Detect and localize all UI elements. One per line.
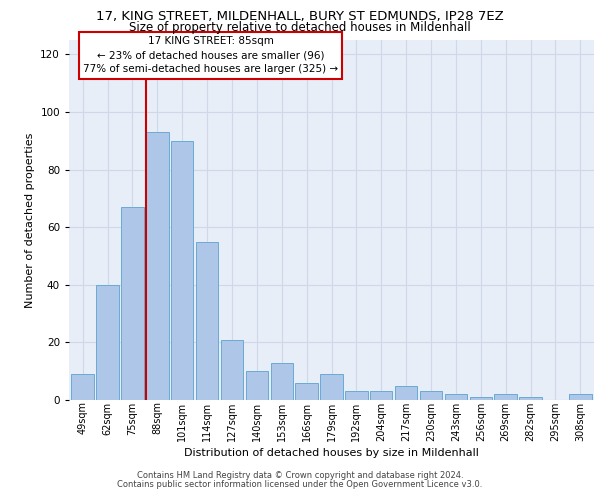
Bar: [121, 207, 143, 400]
Bar: [470, 397, 492, 400]
Bar: [97, 285, 119, 400]
Bar: [221, 340, 243, 400]
Bar: [569, 394, 592, 400]
Bar: [445, 394, 467, 400]
Bar: [345, 392, 368, 400]
X-axis label: Distribution of detached houses by size in Mildenhall: Distribution of detached houses by size …: [184, 448, 479, 458]
Bar: [245, 371, 268, 400]
Text: 17, KING STREET, MILDENHALL, BURY ST EDMUNDS, IP28 7EZ: 17, KING STREET, MILDENHALL, BURY ST EDM…: [96, 10, 504, 23]
Text: Contains HM Land Registry data © Crown copyright and database right 2024.: Contains HM Land Registry data © Crown c…: [137, 471, 463, 480]
Text: 17 KING STREET: 85sqm
← 23% of detached houses are smaller (96)
77% of semi-deta: 17 KING STREET: 85sqm ← 23% of detached …: [83, 36, 338, 74]
Bar: [320, 374, 343, 400]
Bar: [494, 394, 517, 400]
Bar: [370, 392, 392, 400]
Bar: [71, 374, 94, 400]
Bar: [420, 392, 442, 400]
Bar: [171, 141, 193, 400]
Y-axis label: Number of detached properties: Number of detached properties: [25, 132, 35, 308]
Text: Size of property relative to detached houses in Mildenhall: Size of property relative to detached ho…: [129, 21, 471, 34]
Bar: [520, 397, 542, 400]
Bar: [395, 386, 418, 400]
Bar: [271, 362, 293, 400]
Bar: [146, 132, 169, 400]
Bar: [196, 242, 218, 400]
Text: Contains public sector information licensed under the Open Government Licence v3: Contains public sector information licen…: [118, 480, 482, 489]
Bar: [295, 382, 318, 400]
